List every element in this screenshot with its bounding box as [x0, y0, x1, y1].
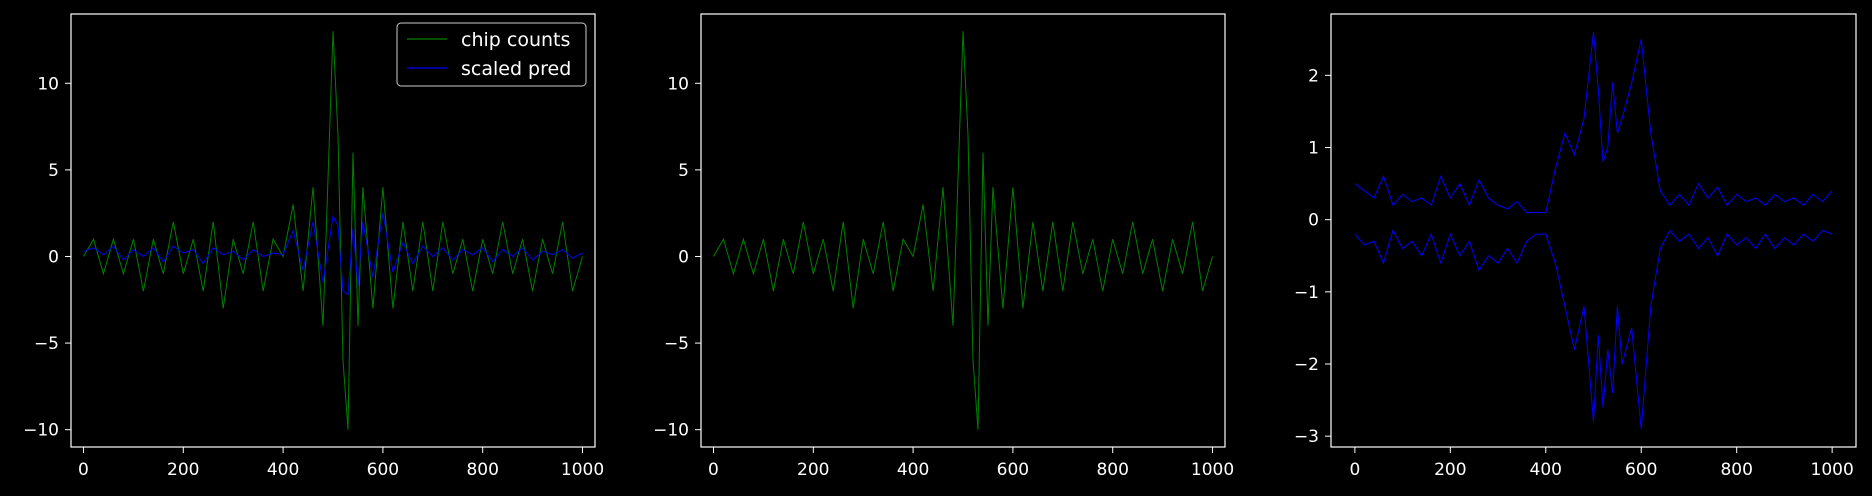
x-tick-label: 800: [1096, 460, 1128, 480]
x-tick-label: 400: [897, 460, 929, 480]
y-tick-label: −10: [23, 421, 59, 441]
left-axes-frame: [70, 13, 596, 448]
y-tick-label: 5: [678, 161, 689, 181]
right-axis-ticks: 0 200 400 600 800 1000 −3 −2 −1 0 1 2: [1294, 66, 1854, 480]
y-tick-label: −5: [34, 334, 59, 354]
legend-label-scaled-pred: scaled pred: [461, 58, 571, 80]
middle-axis-ticks: 0 200 400 600 800 1000 −10 −5 0 5 10: [653, 74, 1234, 480]
y-tick-label: −5: [664, 334, 689, 354]
series-line-chip-counts: [83, 31, 583, 430]
x-tick-label: 400: [267, 460, 299, 480]
x-tick-label: 600: [997, 460, 1029, 480]
subplot-left: 0 200 400 600 800 1000 −10 −5 0 5 10 chip counts s…: [23, 13, 604, 480]
legend-label-chip-counts: chip counts: [461, 29, 570, 51]
left-plot-lines: [83, 31, 583, 430]
x-tick-label: 1000: [1811, 460, 1854, 480]
y-tick-label: 0: [678, 247, 689, 267]
x-tick-label: 400: [1530, 460, 1562, 480]
y-tick-label: −10: [653, 421, 689, 441]
middle-plot-lines: [713, 31, 1213, 430]
middle-axes-frame: [700, 13, 1226, 448]
x-tick-label: 200: [167, 460, 199, 480]
series-line-pred-upper: [1354, 31, 1833, 213]
right-axes-frame: [1330, 13, 1857, 448]
y-tick-label: −2: [1294, 355, 1319, 375]
x-tick-label: 200: [797, 460, 829, 480]
y-tick-label: 10: [667, 74, 689, 94]
left-axis-ticks: 0 200 400 600 800 1000 −10 −5 0 5 10: [23, 74, 604, 480]
y-tick-label: 5: [48, 161, 59, 181]
series-line-pred-lower: [1354, 229, 1833, 430]
x-tick-label: 200: [1434, 460, 1466, 480]
x-tick-label: 0: [1349, 460, 1360, 480]
x-tick-label: 0: [78, 460, 89, 480]
x-tick-label: 600: [367, 460, 399, 480]
series-line-scaled-pred: [83, 213, 583, 296]
subplot-right: 0 200 400 600 800 1000 −3 −2 −1 0 1 2: [1294, 13, 1857, 480]
legend: chip counts scaled pred: [396, 22, 587, 87]
x-tick-label: 600: [1625, 460, 1657, 480]
series-line-chip-counts: [713, 31, 1213, 430]
y-tick-label: 0: [48, 247, 59, 267]
subplot-middle: 0 200 400 600 800 1000 −10 −5 0 5 10: [653, 13, 1234, 480]
y-tick-label: −1: [1294, 283, 1319, 303]
x-tick-label: 800: [466, 460, 498, 480]
y-tick-label: 10: [37, 74, 59, 94]
right-plot-lines: [1354, 31, 1833, 430]
y-tick-label: 0: [1308, 211, 1319, 231]
x-tick-label: 1000: [561, 460, 604, 480]
y-tick-label: −3: [1294, 427, 1319, 447]
x-tick-label: 0: [708, 460, 719, 480]
x-tick-label: 800: [1720, 460, 1752, 480]
x-tick-label: 1000: [1191, 460, 1234, 480]
y-tick-label: 1: [1308, 139, 1319, 159]
y-tick-label: 2: [1308, 66, 1319, 86]
